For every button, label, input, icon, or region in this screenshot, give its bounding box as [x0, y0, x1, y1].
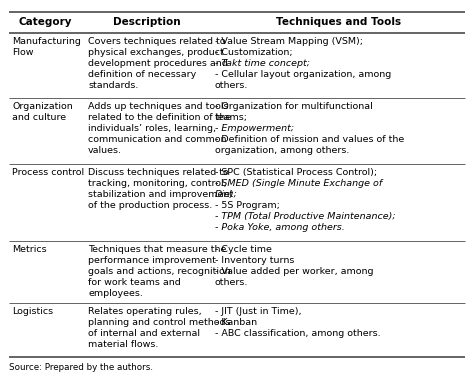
Text: - Empowerment;: - Empowerment;	[215, 124, 294, 133]
Text: Die);: Die);	[215, 190, 237, 199]
Text: Covers techniques related to: Covers techniques related to	[88, 37, 226, 46]
Text: teams;: teams;	[215, 113, 248, 122]
Text: employees.: employees.	[88, 289, 143, 298]
Text: - Cycle time: - Cycle time	[215, 245, 272, 254]
Text: Relates operating rules,: Relates operating rules,	[88, 307, 202, 316]
Text: values.: values.	[88, 146, 122, 155]
Text: - Customization;: - Customization;	[215, 47, 292, 57]
Text: Organization: Organization	[12, 102, 73, 111]
Text: - Organization for multifunctional: - Organization for multifunctional	[215, 102, 373, 111]
Text: - Cellular layout organization, among: - Cellular layout organization, among	[215, 69, 391, 79]
Text: material flows.: material flows.	[88, 340, 158, 349]
Text: Description: Description	[113, 17, 181, 27]
Text: - SMED (Single Minute Exchange of: - SMED (Single Minute Exchange of	[215, 179, 382, 188]
Text: of the production process.: of the production process.	[88, 201, 212, 210]
Text: standards.: standards.	[88, 81, 138, 90]
Text: Techniques and Tools: Techniques and Tools	[276, 17, 401, 27]
Text: - Poka Yoke, among others.: - Poka Yoke, among others.	[215, 223, 345, 232]
Text: others.: others.	[215, 81, 248, 90]
Text: - ABC classification, among others.: - ABC classification, among others.	[215, 329, 380, 338]
Text: - Value added per worker, among: - Value added per worker, among	[215, 267, 373, 276]
Text: Process control: Process control	[12, 168, 84, 177]
Text: Manufacturing: Manufacturing	[12, 37, 81, 46]
Text: and culture: and culture	[12, 113, 66, 122]
Text: Discuss techniques related to: Discuss techniques related to	[88, 168, 229, 177]
Text: tracking, monitoring, control,: tracking, monitoring, control,	[88, 179, 227, 188]
Text: - Kanban: - Kanban	[215, 318, 257, 327]
Text: communication and common: communication and common	[88, 135, 227, 144]
Text: organization, among others.: organization, among others.	[215, 146, 349, 155]
Text: - SPC (Statistical Process Control);: - SPC (Statistical Process Control);	[215, 168, 377, 177]
Text: physical exchanges, product: physical exchanges, product	[88, 47, 224, 57]
Text: - Value Stream Mapping (VSM);: - Value Stream Mapping (VSM);	[215, 37, 363, 46]
Text: definition of necessary: definition of necessary	[88, 69, 196, 79]
Text: Metrics: Metrics	[12, 245, 47, 254]
Text: - JIT (Just in Time),: - JIT (Just in Time),	[215, 307, 301, 316]
Text: of internal and external: of internal and external	[88, 329, 200, 338]
Text: stabilization and improvement: stabilization and improvement	[88, 190, 233, 199]
Text: related to the definition of the: related to the definition of the	[88, 113, 231, 122]
Text: planning and control methods: planning and control methods	[88, 318, 231, 327]
Text: Flow: Flow	[12, 47, 34, 57]
Text: Techniques that measure the: Techniques that measure the	[88, 245, 227, 254]
Text: - Takt time concept;: - Takt time concept;	[215, 59, 310, 68]
Text: Source: Prepared by the authors.: Source: Prepared by the authors.	[9, 363, 153, 372]
Text: - Definition of mission and values of the: - Definition of mission and values of th…	[215, 135, 404, 144]
Text: Adds up techniques and tools: Adds up techniques and tools	[88, 102, 228, 111]
Text: performance improvement: performance improvement	[88, 256, 216, 265]
Text: for work teams and: for work teams and	[88, 278, 181, 287]
Text: development procedures and: development procedures and	[88, 59, 228, 68]
Text: goals and actions, recognition: goals and actions, recognition	[88, 267, 231, 276]
Text: - Inventory turns: - Inventory turns	[215, 256, 294, 265]
Text: individuals’ roles, learning,: individuals’ roles, learning,	[88, 124, 216, 133]
Text: Logistics: Logistics	[12, 307, 54, 316]
Text: - 5S Program;: - 5S Program;	[215, 201, 280, 210]
Text: others.: others.	[215, 278, 248, 287]
Text: - TPM (Total Productive Maintenance);: - TPM (Total Productive Maintenance);	[215, 212, 395, 221]
Text: Category: Category	[19, 17, 73, 27]
